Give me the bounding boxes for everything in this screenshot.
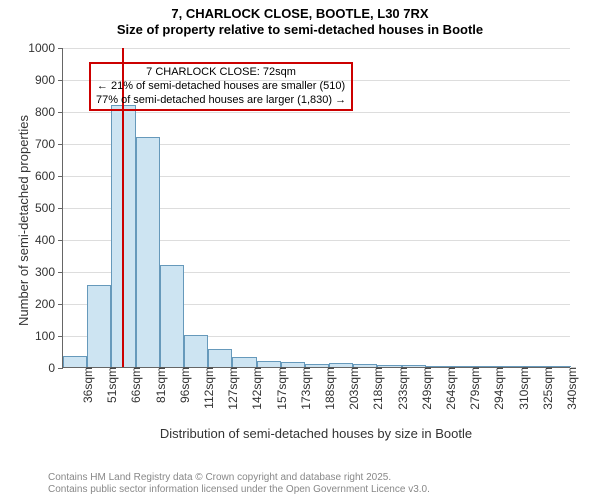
x-tick-label: 249sqm (418, 367, 434, 410)
y-tick-label: 900 (35, 73, 63, 87)
gridline (63, 112, 570, 113)
x-tick-label: 233sqm (394, 367, 410, 410)
x-tick-label: 264sqm (442, 367, 458, 410)
y-tick-label: 700 (35, 137, 63, 151)
footer-line2: Contains public sector information licen… (48, 484, 430, 496)
title-line2: Size of property relative to semi-detach… (0, 22, 600, 38)
y-tick-label: 300 (35, 265, 63, 279)
x-tick-label: 112sqm (200, 367, 216, 409)
x-tick-label: 51sqm (103, 367, 119, 403)
y-tick-label: 400 (35, 233, 63, 247)
x-tick-label: 340sqm (563, 367, 579, 410)
annotation-line3: 77% of semi-detached houses are larger (… (96, 94, 346, 108)
y-tick-label: 800 (35, 105, 63, 119)
bar (232, 357, 256, 367)
x-tick-label: 310sqm (515, 367, 531, 410)
bar (136, 137, 160, 367)
x-tick-label: 66sqm (127, 367, 143, 403)
annotation-line2: ← 21% of semi-detached houses are smalle… (96, 80, 346, 94)
bar (63, 356, 87, 367)
bar (160, 265, 184, 367)
y-axis-label: Number of semi-detached properties (16, 115, 31, 326)
y-tick-label: 500 (35, 201, 63, 215)
x-tick-label: 294sqm (490, 367, 506, 410)
y-tick-label: 600 (35, 169, 63, 183)
x-tick-label: 157sqm (273, 367, 289, 410)
x-axis-label: Distribution of semi-detached houses by … (62, 426, 570, 441)
x-tick-label: 279sqm (466, 367, 482, 410)
footer: Contains HM Land Registry data © Crown c… (48, 472, 430, 496)
bar (87, 285, 111, 367)
x-tick-label: 96sqm (176, 367, 192, 403)
footer-line1: Contains HM Land Registry data © Crown c… (48, 472, 430, 484)
gridline (63, 48, 570, 49)
bar (184, 335, 208, 367)
x-tick-label: 218sqm (369, 367, 385, 410)
plot-area: 0100200300400500600700800900100036sqm51s… (62, 48, 570, 368)
x-tick-label: 81sqm (152, 367, 168, 403)
annotation-box: 7 CHARLOCK CLOSE: 72sqm← 21% of semi-det… (89, 62, 353, 111)
y-tick-label: 100 (35, 329, 63, 343)
x-tick-label: 188sqm (321, 367, 337, 410)
chart-container: 7, CHARLOCK CLOSE, BOOTLE, L30 7RX Size … (0, 0, 600, 500)
x-tick-label: 173sqm (297, 367, 313, 410)
annotation-line1: 7 CHARLOCK CLOSE: 72sqm (96, 66, 346, 80)
y-tick-label: 1000 (28, 41, 63, 55)
x-tick-label: 36sqm (79, 367, 95, 403)
x-tick-label: 127sqm (224, 367, 240, 410)
y-tick-label: 0 (48, 361, 63, 375)
x-tick-label: 142sqm (248, 367, 264, 410)
y-tick-label: 200 (35, 297, 63, 311)
bar (208, 349, 232, 367)
x-tick-label: 203sqm (345, 367, 361, 410)
x-tick-label: 325sqm (539, 367, 555, 410)
title-line1: 7, CHARLOCK CLOSE, BOOTLE, L30 7RX (0, 0, 600, 22)
